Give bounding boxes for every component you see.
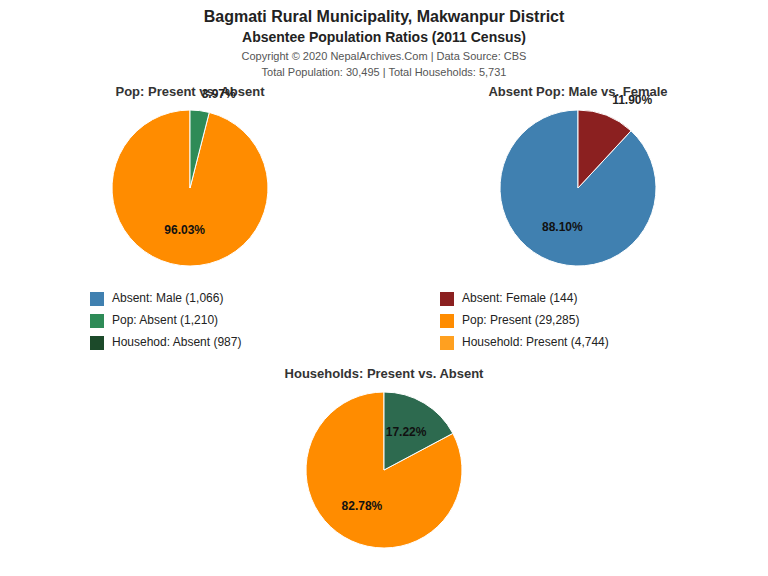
legend-label: Househod: Absent (987) bbox=[112, 335, 241, 349]
chart: Bagmati Rural Municipality, Makwanpur Di… bbox=[0, 0, 768, 576]
pie-slice bbox=[306, 392, 462, 548]
pie-title: Pop: Present vs. Absent bbox=[115, 84, 265, 99]
pie: Households: Present vs. Absent 82.78% 17.2… bbox=[285, 366, 485, 548]
legend-label: Pop: Present (29,285) bbox=[462, 313, 579, 327]
pie-slice bbox=[578, 110, 631, 188]
pie-title: Households: Present vs. Absent bbox=[285, 366, 485, 381]
data-label: 17.22% bbox=[386, 425, 427, 439]
data-label: 3.97% bbox=[202, 87, 236, 101]
legend-label: Pop: Absent (1,210) bbox=[112, 313, 218, 327]
legend-swatch bbox=[440, 314, 454, 328]
legend-swatch bbox=[440, 336, 454, 350]
pie: Pop: Present vs. Absent 96.03% 3.97% bbox=[112, 84, 268, 266]
pie: Absent Pop: Male vs. Female88.10%11.90% bbox=[488, 84, 667, 266]
title: Bagmati Rural Municipality, Makwanpur Di… bbox=[204, 8, 565, 25]
pie-slice bbox=[500, 110, 656, 266]
pie-slice bbox=[384, 392, 453, 470]
legend-swatch bbox=[90, 292, 104, 306]
legend-swatch bbox=[90, 314, 104, 328]
legend-swatch bbox=[90, 336, 104, 350]
legend-swatch bbox=[440, 292, 454, 306]
legend-label: Household: Present (4,744) bbox=[462, 335, 609, 349]
data-label: 96.03% bbox=[164, 223, 205, 237]
legend: Absent: Male (1,066) Absent: Female (144)… bbox=[90, 291, 609, 350]
data-label: 82.78% bbox=[342, 499, 383, 513]
annotation: Total Population: 30,495 | Total Househo… bbox=[262, 66, 507, 78]
data-label: 11.90% bbox=[612, 93, 652, 107]
pie-slice bbox=[112, 110, 268, 266]
pie-slice bbox=[190, 110, 209, 188]
data-label: 88.10% bbox=[542, 220, 583, 234]
legend-label: Absent: Female (144) bbox=[462, 291, 577, 305]
annotation: Copyright © 2020 NepalArchives.Com | Dat… bbox=[242, 50, 527, 62]
legend-label: Absent: Male (1,066) bbox=[112, 291, 223, 305]
subtitle: Absentee Population Ratios (2011 Census) bbox=[242, 29, 526, 45]
